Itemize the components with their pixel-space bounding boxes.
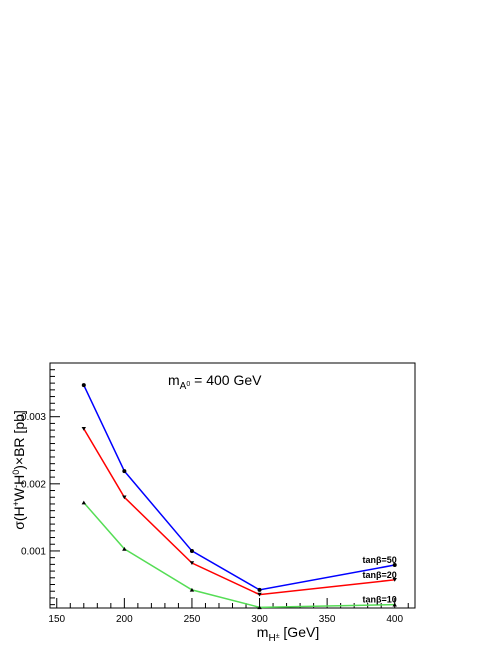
series-1-line	[83, 384, 395, 591]
series-3-line	[83, 502, 395, 609]
series-1-label: tanβ=50	[362, 555, 396, 565]
y-axis-title: σ(H+W-H0)×BR [pb]	[11, 410, 27, 530]
mass-annotation: mA0 = 400 GeV	[168, 372, 262, 392]
series-3-point	[189, 587, 195, 592]
series-2-line	[83, 428, 395, 596]
y-tick-label: 0.001	[21, 546, 46, 557]
x-tick-label: 200	[116, 614, 133, 625]
x-axis-title: mH± [GeV]	[257, 624, 319, 644]
x-tick-label: 250	[184, 614, 201, 625]
series-1-point	[81, 383, 86, 388]
y-tick-label: 0.002	[21, 479, 46, 490]
series-1-point	[122, 469, 127, 474]
series-layer	[81, 383, 397, 610]
series-2-point	[122, 495, 127, 500]
series-2-point	[392, 578, 397, 582]
series-2-label: tanβ=20	[362, 570, 396, 580]
y-tick-label: 0.003	[21, 412, 46, 423]
series-3-point	[392, 602, 397, 607]
x-tick-label: 350	[319, 614, 336, 625]
tick-layer: 150 200 250 300 350 400 0.001 0.002 0.003	[21, 362, 409, 625]
x-tick-label: 300	[251, 614, 268, 625]
series-3-point	[122, 546, 127, 551]
series-1-point	[257, 587, 262, 592]
series-3-point	[81, 500, 86, 505]
label-layer: tanβ=50 tanβ=20 tanβ=10	[362, 555, 396, 605]
series-1-point	[392, 563, 397, 568]
series-2-point	[81, 426, 86, 431]
series-1-point	[189, 548, 194, 553]
x-tick-label: 400	[386, 614, 403, 625]
series-2-point	[189, 561, 195, 566]
series-2-point	[257, 592, 262, 597]
series-3-label: tanβ=10	[362, 595, 396, 605]
x-tick-label: 150	[48, 614, 65, 625]
series-3-point	[257, 605, 262, 610]
